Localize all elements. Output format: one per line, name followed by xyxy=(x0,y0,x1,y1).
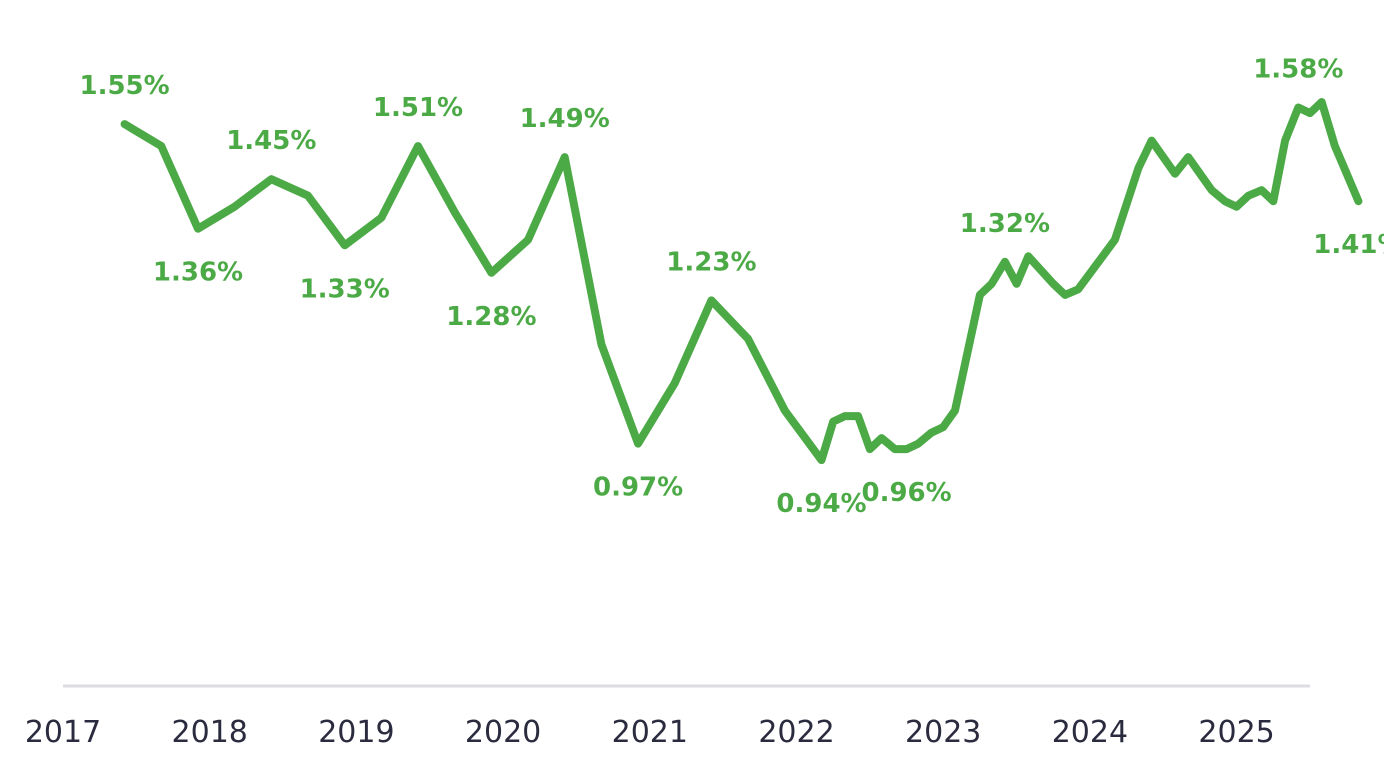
data-label: 1.55% xyxy=(79,71,169,101)
series-layer xyxy=(120,98,1363,465)
data-label: 1.32% xyxy=(960,209,1050,239)
x-tick-label: 2020 xyxy=(465,715,541,750)
data-label: 1.33% xyxy=(300,274,390,304)
data-label: 0.97% xyxy=(593,473,683,503)
data-label: 0.94% xyxy=(776,489,866,519)
series-line-0 xyxy=(120,98,1363,465)
x-tick-label: 2024 xyxy=(1052,715,1128,750)
data-label: 1.58% xyxy=(1253,55,1343,85)
data-label: 0.96% xyxy=(861,478,951,508)
data-labels: 1.55% 1.36% 1.45% 1.33% 1.51% 1.28% 1.49% 0.97%… xyxy=(79,55,1384,520)
data-label: 1.23% xyxy=(666,247,756,277)
x-tick-labels: 2017 2018 2019 2020 2021 2022 2023 2024 2025 xyxy=(25,715,1275,750)
x-tick-label: 2025 xyxy=(1198,715,1274,750)
x-tick-label: 2018 xyxy=(172,715,248,750)
data-label: 1.49% xyxy=(520,104,610,134)
x-tick-label: 2021 xyxy=(612,715,688,750)
x-tick-label: 2019 xyxy=(318,715,394,750)
data-label: 1.45% xyxy=(226,126,316,156)
data-label: 1.51% xyxy=(373,93,463,123)
x-tick-label: 2023 xyxy=(905,715,981,750)
x-tick-label: 2022 xyxy=(758,715,834,750)
data-label: 1.36% xyxy=(153,258,243,288)
data-label: 1.28% xyxy=(446,302,536,332)
x-tick-label: 2017 xyxy=(25,715,101,750)
data-label: 1.41% xyxy=(1313,230,1384,260)
